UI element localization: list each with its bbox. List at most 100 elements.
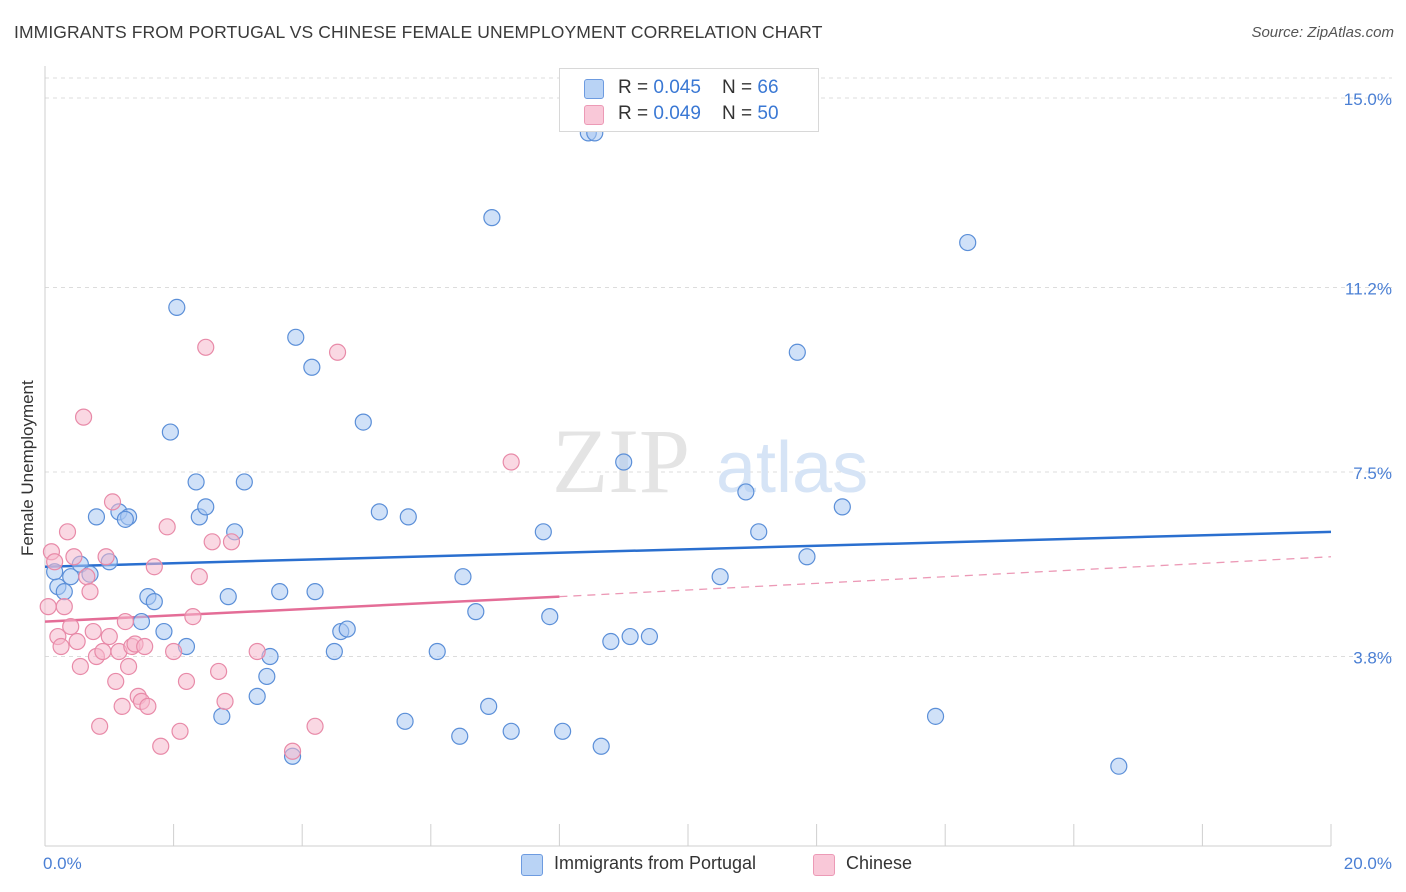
point-portugal: [219, 588, 237, 606]
point-chinese: [107, 672, 125, 691]
point-chinese: [103, 493, 122, 511]
point-portugal: [454, 568, 472, 586]
point-chinese: [91, 717, 109, 735]
bottom-legend-swatch-portugal: [521, 854, 543, 876]
point-portugal: [534, 523, 552, 541]
point-chinese: [283, 742, 302, 760]
point-chinese: [197, 338, 215, 356]
point-portugal: [640, 627, 659, 646]
point-portugal: [258, 667, 276, 686]
point-portugal: [168, 298, 186, 317]
bottom-legend-label-portugal: Immigrants from Portugal: [554, 853, 757, 873]
point-portugal: [592, 737, 610, 755]
legend-text-chinese: R = 0.049 N = 50: [618, 103, 779, 125]
point-chinese: [328, 343, 347, 361]
y-tick-label: 11.2%: [1345, 279, 1392, 298]
point-chinese: [52, 637, 70, 656]
point-portugal: [602, 632, 620, 651]
tick-labels: 3.8% 7.5% 11.2% 15.0% 0.0% 20.0%: [43, 90, 1392, 873]
x-tick-label-max: 20.0%: [1344, 854, 1392, 873]
point-chinese: [116, 612, 134, 631]
point-chinese: [158, 518, 176, 536]
trend-line-chinese-dashed: [559, 556, 1332, 598]
point-portugal: [467, 603, 485, 621]
point-portugal: [325, 642, 343, 661]
point-portugal: [615, 453, 633, 471]
legend-r-value: 0.049: [653, 103, 701, 124]
point-chinese: [171, 722, 189, 740]
point-portugal: [480, 697, 498, 715]
point-chinese: [81, 583, 99, 601]
point-chinese: [210, 662, 228, 681]
point-chinese: [71, 657, 89, 676]
point-portugal: [306, 583, 324, 601]
point-portugal: [483, 209, 501, 227]
point-chinese: [39, 598, 57, 616]
point-chinese: [136, 637, 154, 656]
point-portugal: [554, 722, 572, 740]
point-chinese: [248, 642, 266, 661]
point-chinese: [165, 642, 183, 661]
point-portugal: [87, 508, 106, 526]
point-portugal: [788, 343, 806, 361]
point-portugal: [428, 642, 446, 661]
point-chinese: [97, 548, 115, 566]
point-portugal: [338, 620, 356, 638]
point-chinese: [203, 533, 221, 551]
legend-r-value: 0.045: [653, 77, 701, 98]
point-portugal: [132, 612, 151, 631]
point-chinese: [184, 607, 202, 626]
point-portugal: [116, 510, 134, 528]
point-chinese: [306, 717, 324, 735]
point-chinese: [68, 632, 86, 651]
point-portugal: [750, 523, 768, 541]
point-portugal: [248, 687, 266, 705]
point-chinese: [177, 672, 196, 691]
legend-r-label: R =: [618, 103, 654, 124]
legend-n-label: N =: [722, 77, 758, 98]
bottom-legend-swatch-chinese: [813, 854, 835, 876]
point-portugal: [451, 727, 469, 745]
point-portugal: [155, 622, 173, 641]
point-portugal: [161, 423, 179, 441]
point-chinese: [119, 657, 138, 676]
point-portugal: [235, 473, 253, 491]
point-chinese: [46, 553, 64, 571]
point-chinese: [502, 453, 520, 471]
point-portugal: [1110, 757, 1128, 775]
legend-n-value: 50: [757, 103, 779, 124]
point-chinese: [113, 697, 131, 715]
y-tick-label: 7.5%: [1353, 464, 1392, 483]
point-portugal: [55, 583, 73, 601]
point-chinese: [65, 548, 83, 566]
y-tick-label: 15.0%: [1344, 90, 1392, 109]
point-portugal: [399, 508, 417, 526]
axes: [44, 66, 1332, 847]
x-tick-label-min: 0.0%: [43, 854, 82, 873]
point-portugal: [833, 498, 851, 516]
point-chinese: [145, 558, 163, 576]
point-chinese: [62, 617, 80, 636]
point-portugal: [926, 707, 945, 725]
point-chinese: [58, 523, 77, 541]
point-portugal: [621, 627, 639, 646]
chart-title: IMMIGRANTS FROM PORTUGAL VS CHINESE FEMA…: [14, 22, 823, 42]
point-portugal: [959, 233, 977, 252]
point-portugal: [502, 722, 520, 740]
legend-swatch-portugal: [584, 79, 604, 99]
point-chinese: [100, 627, 118, 646]
point-portugal: [370, 503, 388, 521]
point-portugal: [711, 568, 729, 586]
point-portugal: [145, 593, 163, 611]
point-portugal: [271, 583, 289, 601]
legend-swatch-chinese: [584, 105, 604, 125]
point-portugal: [396, 712, 414, 730]
trend-line-portugal: [44, 530, 1332, 568]
stats-legend: R = 0.045 N = 66 R = 0.049 N = 50: [559, 68, 819, 132]
legend-n-label: N =: [722, 103, 758, 124]
point-chinese: [74, 408, 93, 426]
point-chinese: [139, 697, 157, 715]
y-tick-label: 3.8%: [1353, 648, 1392, 667]
point-portugal: [541, 607, 559, 626]
point-portugal: [287, 328, 305, 346]
